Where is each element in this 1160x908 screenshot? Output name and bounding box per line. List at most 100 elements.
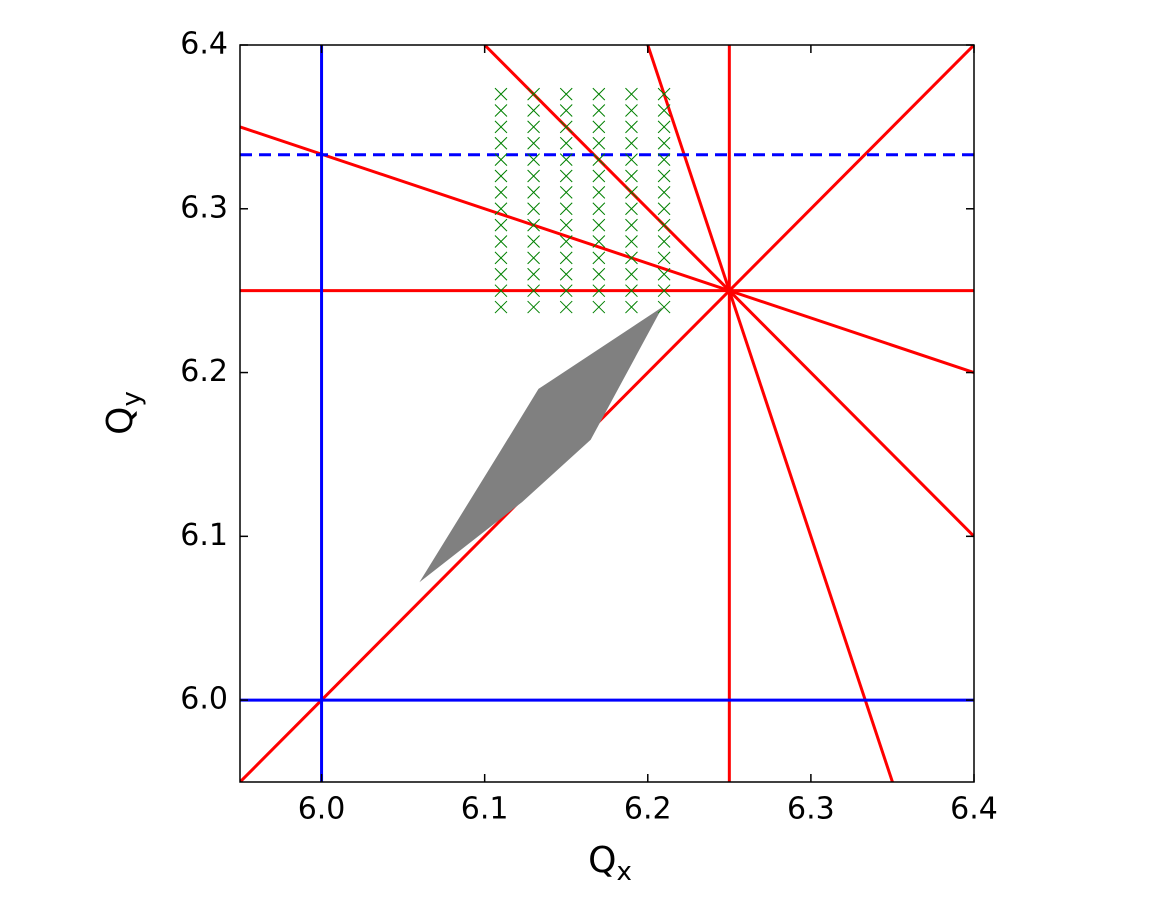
x-tick-label: 6.0 — [298, 792, 346, 827]
scatter-point — [625, 300, 638, 314]
scatter-point — [494, 104, 508, 117]
scatter-point — [559, 218, 573, 232]
scatter-point — [494, 300, 508, 314]
scatter-point — [657, 218, 671, 232]
scatter-point — [625, 87, 638, 101]
scatter-point — [592, 136, 606, 150]
scatter-point — [657, 267, 671, 281]
scatter-point — [527, 153, 540, 166]
scatter-point — [657, 169, 671, 183]
x-tick-label: 6.3 — [787, 792, 835, 827]
scatter-point — [559, 267, 573, 281]
scatter-point — [494, 284, 508, 298]
y-tick-label: 6.2 — [180, 354, 228, 389]
y-tick-label: 6.3 — [180, 190, 228, 225]
plot-area — [240, 45, 974, 782]
scatter-point — [592, 267, 606, 281]
scatter-point — [527, 267, 540, 281]
footprint-area — [419, 307, 663, 583]
scatter-point — [657, 120, 671, 134]
y-axis-label-main: Q — [100, 407, 141, 435]
resonance-line — [646, 45, 894, 782]
scatter-point — [625, 202, 638, 216]
y-tick-label: 6.0 — [180, 682, 228, 717]
scatter-point — [657, 87, 671, 101]
scatter-point — [527, 218, 540, 232]
scatter-point — [657, 235, 671, 248]
y-axis-label: Qy — [100, 391, 147, 435]
scatter-point — [494, 267, 508, 281]
scatter-point — [527, 300, 540, 314]
scatter-point — [494, 218, 508, 232]
scatter-point — [657, 202, 671, 216]
scatter-point — [494, 87, 508, 101]
scatter-point — [559, 136, 573, 150]
resonance-line — [240, 45, 974, 782]
scatter-point — [592, 169, 606, 183]
scatter-point — [559, 186, 573, 199]
scatter-point — [657, 186, 671, 199]
scatter-point — [625, 284, 638, 298]
scatter-point — [559, 284, 573, 298]
scatter-point — [592, 153, 606, 166]
axes-frame — [239, 44, 975, 783]
scatter-point — [559, 169, 573, 183]
scatter-point — [527, 104, 540, 117]
scatter-point — [559, 202, 573, 216]
scatter-point — [625, 267, 638, 281]
scatter-point — [494, 202, 508, 216]
scatter-point — [494, 153, 508, 166]
scatter-point — [527, 87, 540, 101]
scatter-point — [592, 120, 606, 134]
scatter-point — [657, 153, 671, 166]
scatter-point — [527, 186, 540, 199]
y-tick-label: 6.4 — [180, 27, 228, 62]
scatter-point — [494, 169, 508, 183]
scatter-point — [494, 186, 508, 199]
scatter-point — [657, 136, 671, 150]
scatter-point — [592, 202, 606, 216]
x-tick-label: 6.4 — [950, 792, 998, 827]
scatter-point — [559, 235, 573, 248]
scatter-point — [625, 251, 638, 265]
scatter-point — [657, 251, 671, 265]
resonance-line — [240, 125, 974, 374]
x-tick-label: 6.2 — [624, 792, 672, 827]
scatter-point — [559, 251, 573, 265]
scatter-point — [592, 104, 606, 117]
scatter-point — [592, 251, 606, 265]
scatter-point — [494, 136, 508, 150]
scatter-point — [494, 251, 508, 265]
scatter-point — [592, 235, 606, 248]
scatter-point — [592, 186, 606, 199]
scatter-point — [625, 218, 638, 232]
scatter-point — [625, 120, 638, 134]
scatter-point — [527, 202, 540, 216]
scatter-point — [592, 87, 606, 101]
scatter-point — [527, 284, 540, 298]
scatter-point — [559, 87, 573, 101]
scatter-point — [592, 284, 606, 298]
scatter-point — [494, 120, 508, 134]
scatter-point — [559, 104, 573, 117]
scatter-point — [625, 186, 638, 199]
scatter-point — [657, 284, 671, 298]
scatter-point — [625, 169, 638, 183]
x-tick-label: 6.1 — [461, 792, 509, 827]
scatter-point — [559, 153, 573, 166]
scatter-point — [625, 153, 638, 166]
scatter-point — [527, 169, 540, 183]
scatter-point — [559, 120, 573, 134]
scatter-point — [625, 136, 638, 150]
y-axis-label-sub: y — [117, 391, 147, 406]
scatter-point — [625, 104, 638, 117]
scatter-point — [592, 300, 606, 314]
scatter-point — [559, 300, 573, 314]
x-axis-label-main: Q — [588, 840, 616, 881]
scatter-point — [657, 300, 671, 314]
scatter-point — [527, 120, 540, 134]
scatter-point — [527, 136, 540, 150]
scatter-point — [657, 104, 671, 117]
x-axis-label: Qx — [588, 840, 632, 887]
